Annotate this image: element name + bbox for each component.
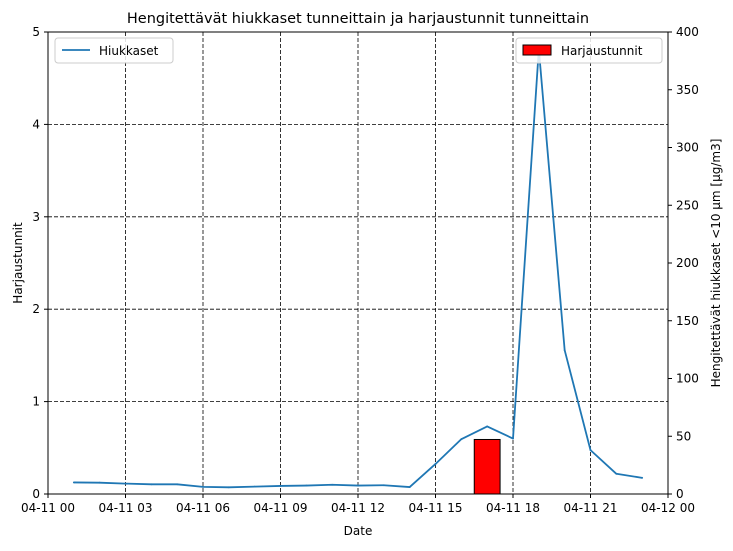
point-hiukkaset (408, 486, 411, 488)
point-hiukkaset (434, 463, 437, 465)
x-tick-label: 04-11 09 (254, 501, 308, 515)
y-right-tick-label: 200 (676, 256, 699, 270)
legend-right: Harjaustunnit (515, 37, 663, 64)
x-tick-label: 04-12 00 (641, 501, 695, 515)
point-hiukkaset (641, 476, 644, 479)
legend-left: Hiukkaset (54, 37, 174, 64)
y-axis-left-label: Harjaustunnit (11, 222, 25, 304)
y-right-tick-label: 100 (676, 372, 699, 386)
point-hiukkaset (253, 485, 256, 488)
y-left-tick-label: 0 (32, 487, 40, 501)
bar-series (473, 438, 501, 495)
line-series (72, 48, 644, 489)
x-tick-label: 04-11 00 (21, 501, 75, 515)
y-left-tick-label: 5 (32, 25, 40, 39)
grid (48, 32, 668, 494)
point-hiukkaset (615, 472, 618, 475)
point-hiukkaset (227, 486, 230, 489)
x-tick-label: 04-11 21 (564, 501, 618, 515)
point-hiukkaset (98, 481, 101, 484)
y-right-tick-label: 50 (676, 429, 691, 443)
point-hiukkaset (279, 485, 282, 487)
y-axis-left-ticks: 0 1 2 3 4 5 (32, 25, 48, 501)
y-right-tick-label: 250 (676, 198, 699, 212)
y-left-tick-label: 2 (32, 302, 40, 316)
legend-bar-swatch (522, 44, 552, 56)
y-left-tick-label: 1 (32, 395, 40, 409)
bar-harjaustunnit (473, 438, 501, 495)
point-hiukkaset (460, 438, 463, 441)
y-right-tick-label: 300 (676, 141, 699, 155)
x-tick-label: 04-11 15 (409, 501, 463, 515)
point-hiukkaset (512, 437, 514, 440)
point-hiukkaset (305, 484, 308, 487)
point-hiukkaset (589, 449, 592, 452)
point-hiukkaset (331, 483, 334, 486)
y-axis-right-ticks: 0 50 100 150 200 250 300 350 400 (668, 25, 699, 501)
x-tick-label: 04-11 12 (331, 501, 385, 515)
point-hiukkaset (486, 425, 489, 428)
x-tick-label: 04-11 06 (176, 501, 230, 515)
point-hiukkaset (357, 484, 359, 487)
point-hiukkaset (382, 484, 385, 487)
y-right-tick-label: 400 (676, 25, 699, 39)
legend-label-hiukkaset: Hiukkaset (99, 44, 159, 58)
point-hiukkaset (176, 483, 179, 486)
chart-title: Hengitettävät hiukkaset tunneittain ja h… (127, 11, 589, 27)
point-hiukkaset (72, 481, 75, 484)
y-right-tick-label: 0 (676, 487, 684, 501)
x-tick-label: 04-11 03 (99, 501, 153, 515)
x-tick-label: 04-11 18 (486, 501, 540, 515)
y-right-tick-label: 350 (676, 83, 699, 97)
legend-label-harjaustunnit: Harjaustunnit (561, 44, 643, 58)
x-axis-label: Date (344, 524, 373, 538)
point-hiukkaset (124, 482, 127, 485)
x-axis-ticks: 04-11 00 04-11 03 04-11 06 04-11 09 04-11 12… (21, 494, 695, 515)
point-hiukkaset (202, 485, 204, 488)
y-left-tick-label: 4 (32, 117, 40, 131)
point-hiukkaset (150, 483, 153, 486)
point-hiukkaset (563, 349, 566, 352)
y-right-tick-label: 150 (676, 314, 699, 328)
y-left-tick-label: 3 (32, 210, 40, 224)
y-axis-right-label: Hengitettävät hiukkaset <10 µm [µg/m3] (709, 139, 723, 388)
